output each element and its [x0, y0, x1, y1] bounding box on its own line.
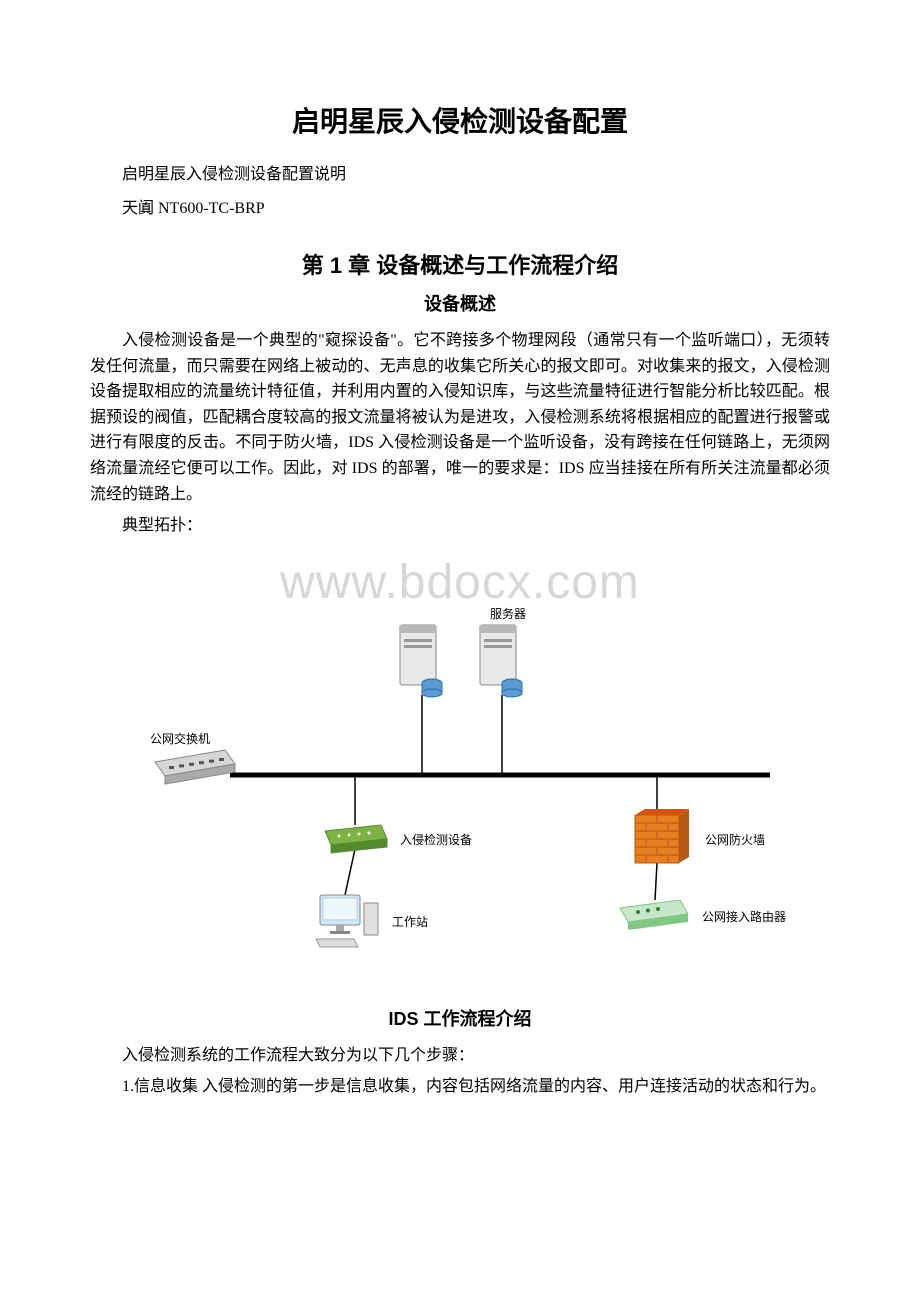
- main-title: 启明星辰入侵检测设备配置: [90, 100, 830, 140]
- chapter-title: 第 1 章 设备概述与工作流程介绍: [90, 248, 830, 280]
- label-workstation: 工作站: [392, 913, 428, 930]
- section-title-workflow: IDS 工作流程介绍: [90, 1005, 830, 1031]
- label-ids: 入侵检测设备: [400, 831, 472, 848]
- topology-intro: 典型拓扑：: [90, 513, 830, 539]
- label-router: 公网接入路由器: [702, 908, 786, 925]
- intro-line-2: 天阗 NT600-TC-BRP: [90, 194, 830, 218]
- label-servers: 服务器: [490, 605, 526, 622]
- section-title-overview: 设备概述: [90, 290, 830, 316]
- overview-paragraph: 入侵检测设备是一个典型的"窥探设备"。它不跨接多个物理网段（通常只有一个监听端口…: [90, 328, 830, 507]
- document-page: 启明星辰入侵检测设备配置 启明星辰入侵检测设备配置说明 天阗 NT600-TC-…: [0, 0, 920, 1166]
- workflow-intro: 入侵检测系统的工作流程大致分为以下几个步骤：: [90, 1043, 830, 1069]
- topology-diagram: www.bdocx.com 服务器 公网交换机 入侵检测设备 工作站 公网防火墙…: [90, 545, 830, 975]
- label-switch: 公网交换机: [150, 730, 210, 747]
- label-firewall: 公网防火墙: [705, 831, 765, 848]
- intro-line-1: 启明星辰入侵检测设备配置说明: [90, 160, 830, 184]
- workflow-step1: 1.信息收集 入侵检测的第一步是信息收集，内容包括网络流量的内容、用户连接活动的…: [90, 1074, 830, 1100]
